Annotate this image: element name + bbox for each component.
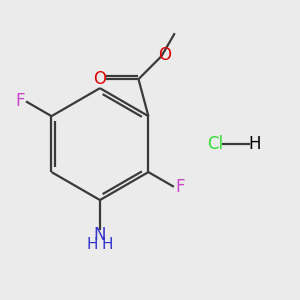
Text: N: N [94, 226, 106, 244]
Text: O: O [158, 46, 171, 64]
Text: Cl: Cl [207, 135, 223, 153]
Text: O: O [93, 70, 106, 88]
Text: F: F [175, 178, 184, 196]
Text: H: H [248, 135, 261, 153]
Text: F: F [15, 92, 25, 110]
Text: H: H [102, 237, 113, 252]
Text: H: H [87, 237, 98, 252]
